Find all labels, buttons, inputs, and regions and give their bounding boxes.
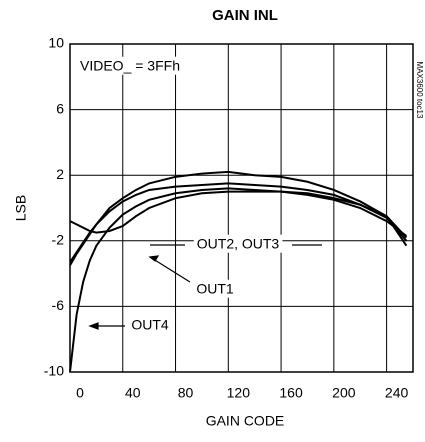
annotation: OUT2, OUT3 [197, 236, 280, 252]
x-tick-label: 160 [279, 385, 303, 401]
y-tick-label: -10 [44, 363, 64, 379]
x-tick-label: 40 [125, 385, 141, 401]
line-series [69, 187, 408, 373]
x-tick-label: 120 [227, 385, 251, 401]
y-tick-label: -6 [52, 297, 65, 313]
annotation-bg [77, 56, 183, 75]
chart-title: GAIN INL [212, 7, 278, 24]
x-tick-label: 0 [76, 385, 84, 401]
arrowhead [148, 255, 160, 262]
x-axis-label: GAIN CODE [206, 413, 285, 429]
y-tick-label: -2 [52, 232, 65, 248]
arrow-line [149, 256, 191, 283]
line-series [69, 190, 408, 237]
x-tick-label: 200 [332, 385, 356, 401]
y-tick-label: 10 [48, 35, 64, 51]
annotation: OUT4 [131, 317, 169, 333]
y-tick-label: 6 [56, 100, 64, 116]
arrows [88, 244, 322, 330]
x-tick-label: 240 [385, 385, 409, 401]
annotation: OUT1 [196, 281, 234, 297]
y-axis-label: LSB [13, 195, 29, 221]
annotation-bg [193, 279, 237, 298]
annotation: VIDEO_ = 3FFh [80, 58, 180, 74]
x-tick-label: 80 [178, 385, 194, 401]
side-note: MAX3600 toc13 [415, 62, 424, 119]
y-tick-label: 2 [56, 166, 64, 182]
line-series [69, 182, 408, 263]
arrowhead [88, 322, 99, 330]
annotation-bg [193, 234, 283, 253]
annotation-bg [128, 315, 172, 334]
